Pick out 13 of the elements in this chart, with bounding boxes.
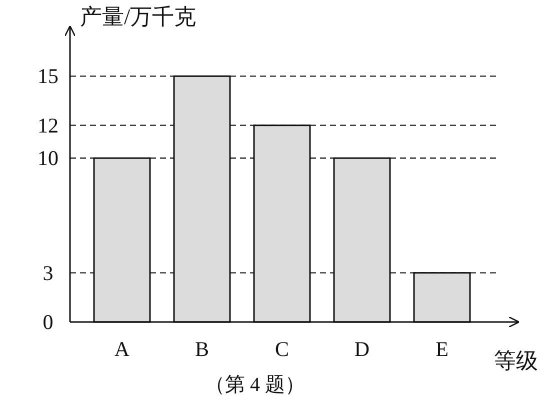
xtick: E	[436, 337, 448, 361]
xtick: B	[195, 337, 209, 361]
xtick: D	[354, 337, 370, 361]
ytick: 10	[38, 146, 58, 170]
xtick: C	[275, 337, 289, 361]
annotation: （第 4 题）	[205, 374, 305, 396]
xtick: A	[114, 337, 130, 361]
ytick: 15	[38, 64, 58, 88]
ytick: 12	[38, 113, 58, 138]
xlabel: 等级	[494, 348, 538, 373]
ylabel: 产量/万千克	[80, 4, 196, 29]
ytick: 0	[42, 310, 54, 334]
ytick: 3	[42, 260, 54, 285]
